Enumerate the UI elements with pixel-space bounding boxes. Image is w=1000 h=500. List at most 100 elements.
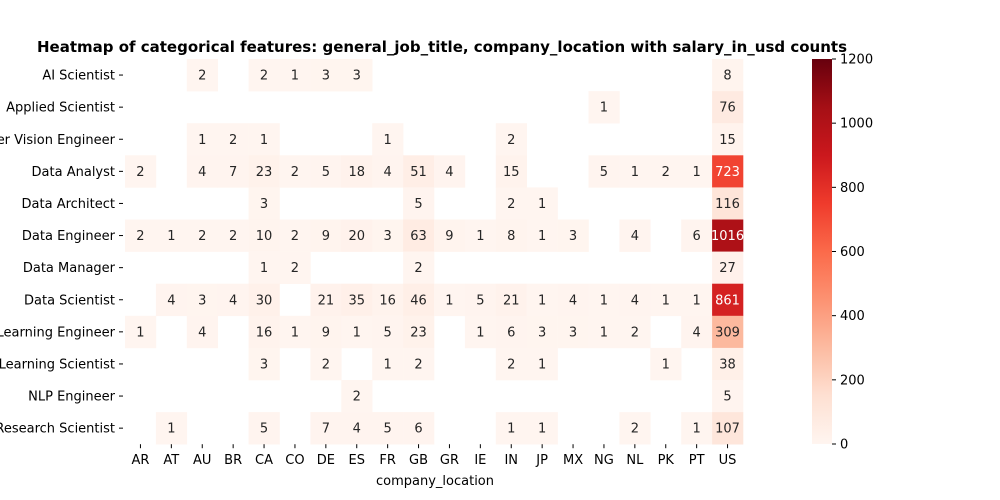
heatmap-cell — [217, 283, 249, 317]
heatmap-cell — [372, 347, 404, 381]
cell-value-label: 21 — [318, 293, 335, 308]
heatmap-cell — [248, 59, 280, 92]
y-tick-label: Data Engineer — [22, 229, 116, 244]
y-tick-label: Machine Learning Scientist — [0, 357, 115, 372]
heatmap-cell — [248, 283, 280, 317]
heatmap-cell — [588, 283, 620, 317]
heatmap-cell — [125, 315, 157, 349]
cell-value-label: 2 — [136, 165, 144, 180]
heatmap-cell — [217, 219, 249, 252]
heatmap-cell — [619, 283, 651, 317]
cell-value-label: 1 — [631, 165, 639, 180]
cell-value-label: 3 — [569, 229, 577, 244]
heatmap-cell — [681, 283, 713, 317]
cell-value-label: 27 — [719, 261, 736, 276]
heatmap-cell — [279, 315, 311, 349]
cell-value-label: 1 — [476, 325, 484, 340]
heatmap-cell — [464, 315, 497, 349]
colorbar-tick-label: 0 — [840, 438, 848, 453]
cell-value-label: 1 — [167, 422, 175, 437]
heatmap-cell — [279, 251, 311, 284]
heatmap-cell — [434, 219, 466, 252]
heatmap-cell — [372, 219, 404, 252]
cell-value-label: 1 — [291, 325, 299, 340]
cell-value-label: 1 — [600, 101, 608, 116]
cell-value-label: 3 — [198, 293, 206, 308]
cell-value-label: 1 — [600, 293, 608, 308]
x-tick-label: NL — [626, 453, 644, 468]
heatmap-cell — [495, 283, 527, 317]
heatmap-cell — [155, 412, 188, 445]
heatmap-cell — [557, 315, 589, 349]
heatmap-cell — [681, 219, 713, 252]
cell-value-label: 15 — [719, 133, 736, 148]
heatmap-cell — [248, 251, 280, 284]
heatmap-cell — [557, 219, 589, 252]
heatmap-cell — [341, 412, 373, 445]
heatmap-cell — [248, 219, 280, 252]
cell-value-label: 3 — [384, 229, 392, 244]
heatmap-cell — [125, 219, 157, 252]
cell-value-label: 2 — [229, 229, 237, 244]
cell-value-label: 1 — [538, 422, 546, 437]
heatmap-cell — [341, 59, 373, 92]
cell-value-label: 1 — [260, 261, 268, 276]
x-tick-label: IN — [504, 453, 518, 468]
y-tick-label: Computer Vision Engineer — [0, 133, 116, 148]
x-tick-label: CO — [285, 453, 304, 468]
heatmap-cell — [712, 412, 744, 445]
cell-value-label: 5 — [322, 165, 330, 180]
heatmap-cell — [681, 155, 713, 188]
cell-value-label: 2 — [136, 229, 144, 244]
heatmap-cell — [588, 315, 620, 349]
y-tick-label: Applied Scientist — [6, 101, 115, 116]
heatmap-cell — [526, 283, 558, 317]
y-tick-label: Data Manager — [23, 261, 116, 276]
x-tick-label: PT — [689, 453, 705, 468]
heatmap-cell — [495, 187, 527, 220]
heatmap-cell — [403, 187, 435, 220]
heatmap-cell — [217, 123, 249, 156]
cell-value-label: 1 — [600, 325, 608, 340]
heatmap-cell — [248, 155, 280, 188]
heatmap-cell — [712, 123, 744, 156]
heatmap-cell — [712, 219, 744, 252]
heatmap-cell — [310, 219, 342, 252]
cell-value-label: 4 — [631, 229, 639, 244]
heatmap-cell — [155, 283, 188, 317]
heatmap-cell — [619, 412, 651, 445]
x-tick-label: JP — [535, 453, 548, 468]
heatmap-cell — [310, 59, 342, 92]
heatmap-cell — [526, 187, 558, 220]
heatmap-cell — [712, 347, 744, 381]
cell-value-label: 51 — [410, 165, 427, 180]
heatmap-cell — [310, 283, 342, 317]
cell-value-label: 3 — [260, 357, 268, 372]
cell-value-label: 3 — [322, 69, 330, 84]
cell-value-label: 1 — [445, 293, 453, 308]
colorbar-gradient — [812, 59, 832, 444]
heatmap-cell — [526, 347, 558, 381]
cell-value-label: 23 — [410, 325, 427, 340]
heatmap-cell — [186, 315, 218, 349]
heatmap-cell — [403, 219, 435, 252]
cell-value-label: 5 — [384, 325, 392, 340]
cell-value-label: 2 — [291, 261, 299, 276]
cell-value-label: 2 — [198, 69, 206, 84]
cell-value-label: 2 — [507, 357, 515, 372]
x-tick-label: PK — [658, 453, 675, 468]
cell-value-label: 3 — [353, 69, 361, 84]
cell-value-label: 7 — [229, 165, 237, 180]
cell-value-label: 21 — [503, 293, 520, 308]
y-tick-label: Machine Learning Engineer — [0, 325, 116, 340]
cell-value-label: 1 — [662, 293, 670, 308]
heatmap-cell — [619, 155, 651, 188]
x-tick-label: GR — [440, 453, 459, 468]
cell-value-label: 2 — [631, 422, 639, 437]
heatmap-cell — [619, 219, 651, 252]
heatmap-cell — [310, 347, 342, 381]
heatmap-cell — [186, 59, 218, 92]
cell-value-label: 46 — [410, 293, 427, 308]
x-tick-label: AU — [193, 453, 211, 468]
